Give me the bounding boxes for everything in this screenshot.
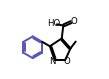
Text: O: O: [64, 57, 71, 66]
Text: HO: HO: [47, 19, 60, 28]
Text: N: N: [49, 57, 56, 66]
Text: O: O: [70, 17, 77, 26]
